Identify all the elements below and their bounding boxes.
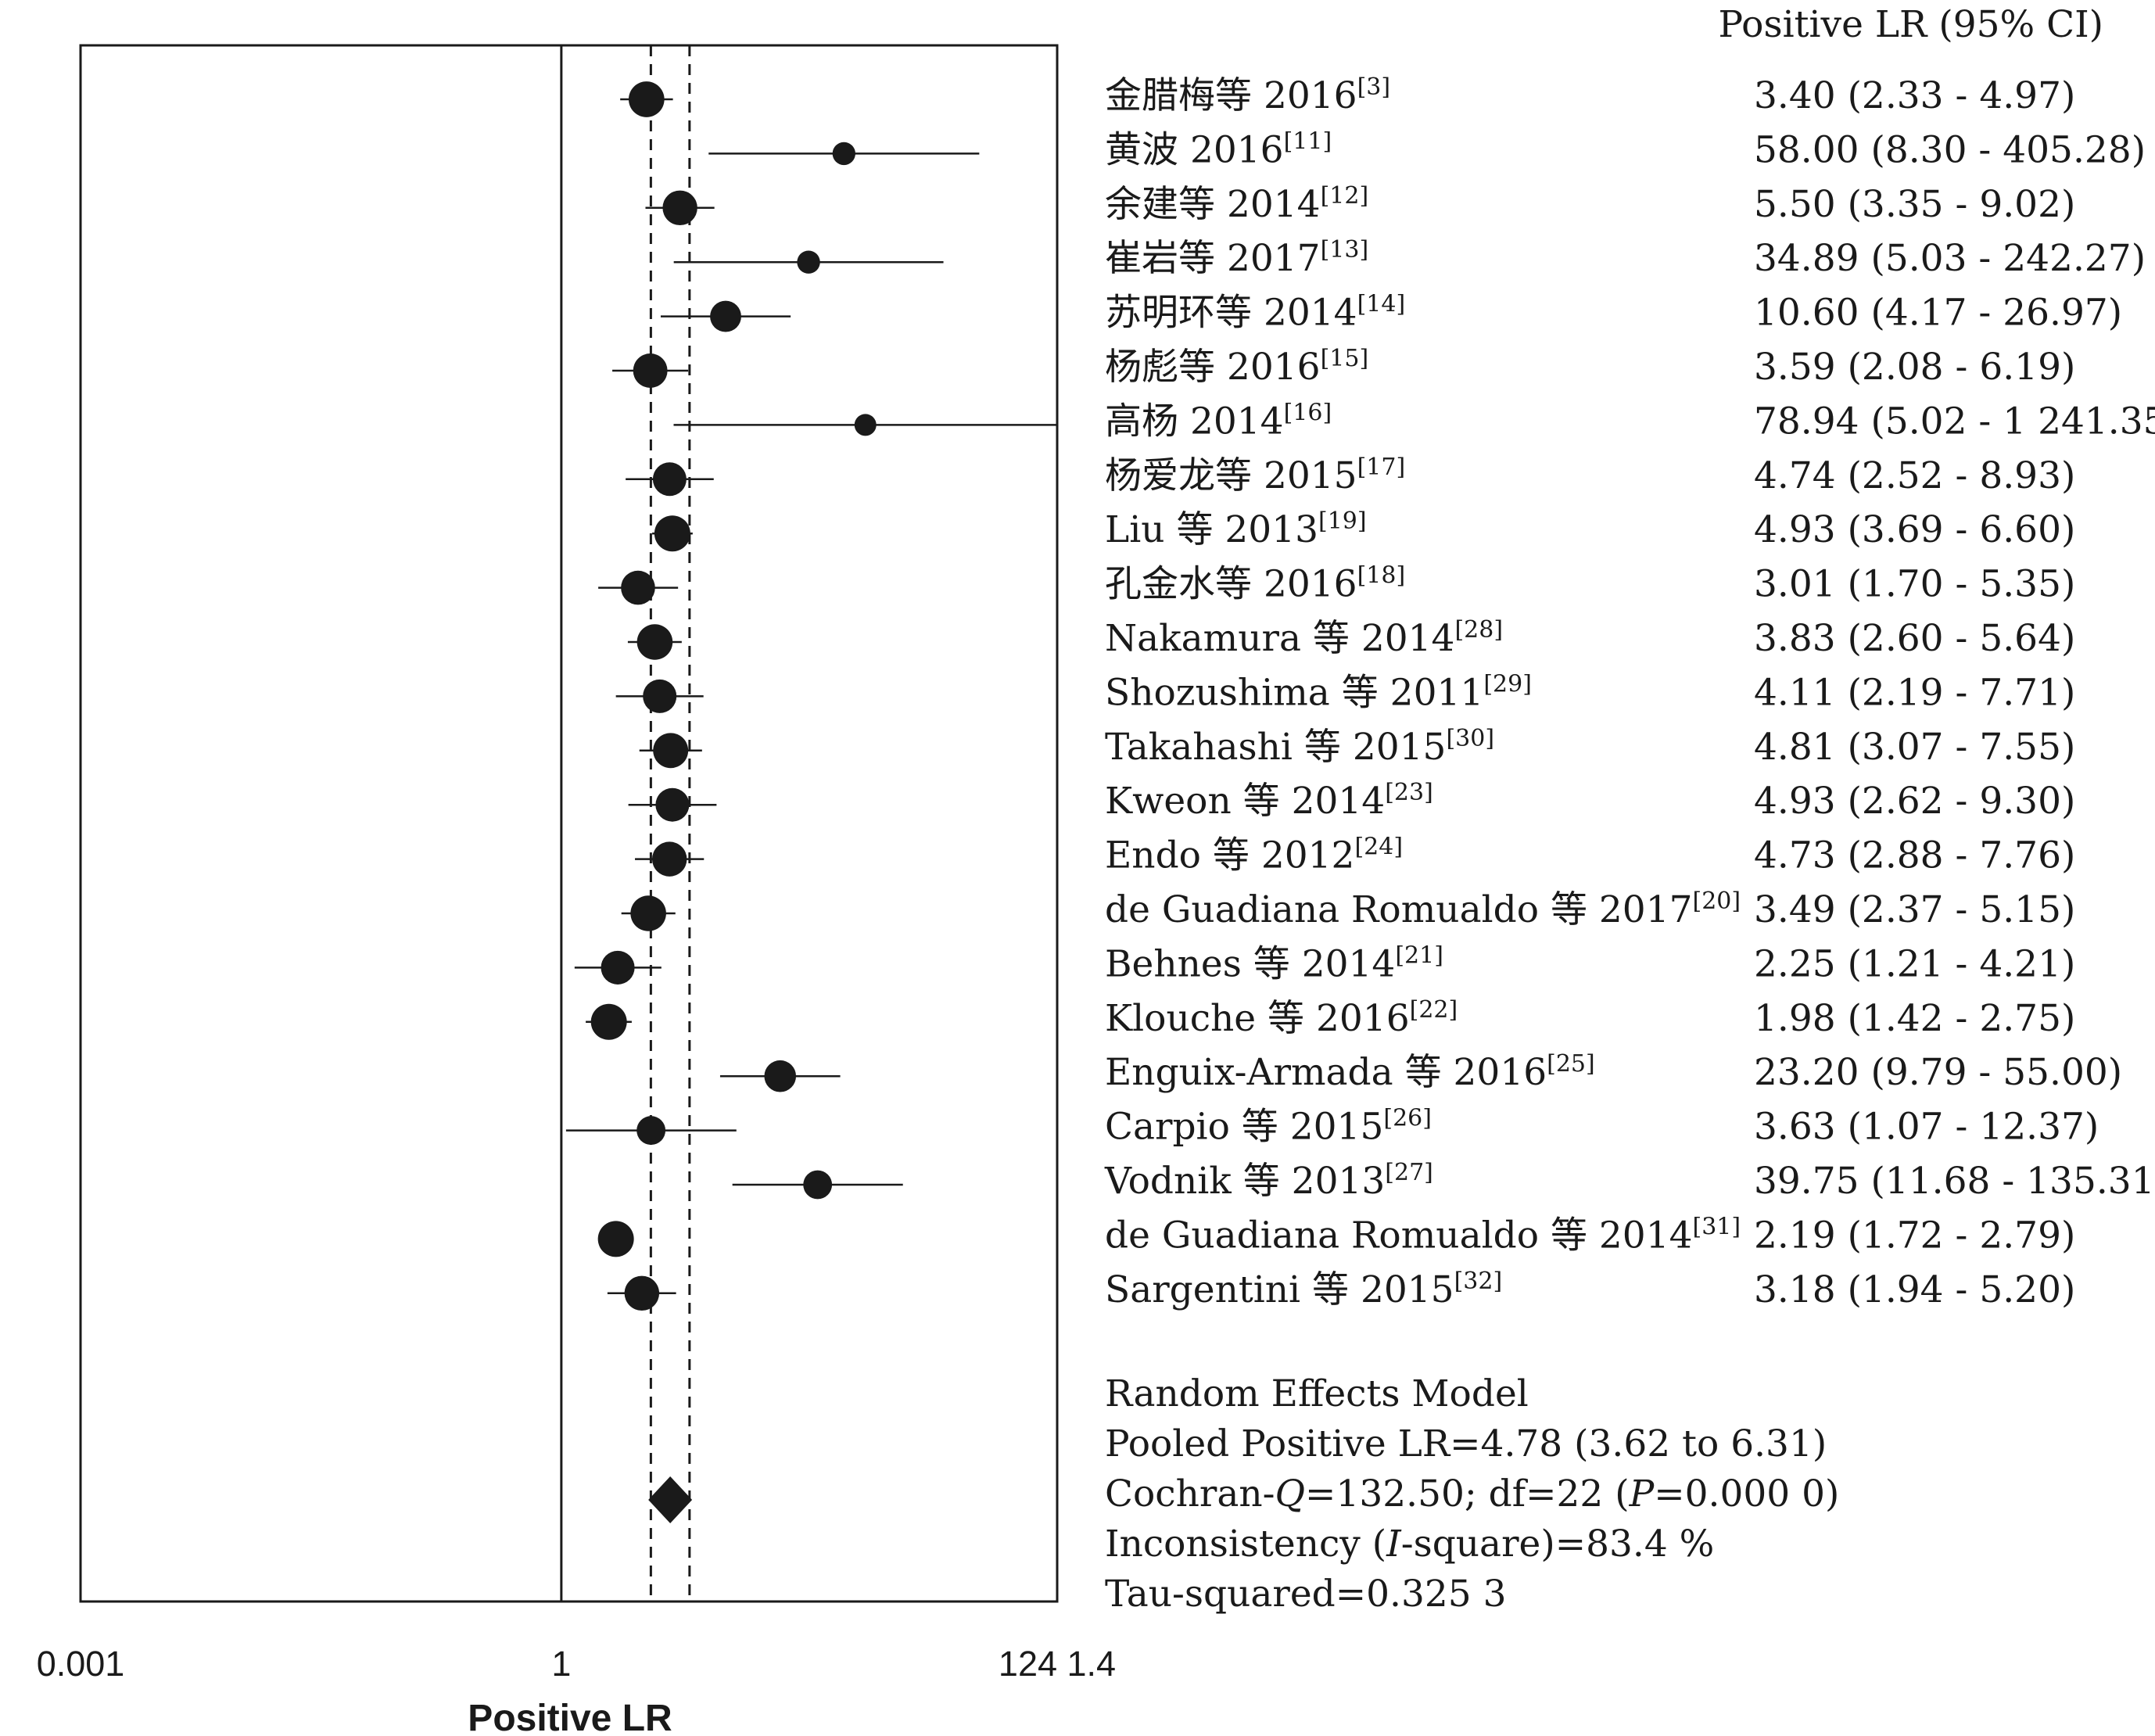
- study-ci-text: 2.25 (1.21 - 4.21): [1754, 942, 2075, 985]
- study-ci-text: 23.20 (9.79 - 55.00): [1754, 1051, 2122, 1094]
- study-label: Nakamura 等 2014[28]: [1105, 616, 1503, 660]
- study-point: [636, 624, 673, 660]
- study-ci-text: 3.63 (1.07 - 12.37): [1754, 1106, 2099, 1149]
- study-ci-text: 5.50 (3.35 - 9.02): [1754, 183, 2075, 226]
- x-axis-label: Positive LR: [468, 1698, 672, 1736]
- study-label: 黄波 2016[11]: [1105, 127, 1332, 171]
- study-ci-text: 58.00 (8.30 - 405.28): [1754, 128, 2146, 171]
- study-point: [597, 1221, 634, 1257]
- x-tick-one: 1: [551, 1644, 571, 1684]
- study-label: 苏明环等 2014[14]: [1105, 291, 1405, 335]
- study-label: Endo 等 2012[24]: [1105, 834, 1403, 877]
- study-label: Carpio 等 2015[26]: [1105, 1105, 1432, 1149]
- study-point: [803, 1170, 833, 1200]
- study-ci-text: 39.75 (11.68 - 135.31): [1754, 1160, 2155, 1203]
- study-label: Takahashi 等 2015[30]: [1105, 725, 1494, 769]
- study-point: [797, 250, 820, 274]
- stats-cochran: Cochran-Q=132.50; df=22 (P=0.000 0): [1105, 1472, 1839, 1515]
- study-point: [601, 950, 635, 985]
- stats-pooled: Pooled Positive LR=4.78 (3.62 to 6.31): [1105, 1422, 1827, 1465]
- study-ci-text: 3.59 (2.08 - 6.19): [1754, 346, 2075, 389]
- stats-inconsistency: Inconsistency (I-square)=83.4 %: [1105, 1523, 1714, 1566]
- study-point: [633, 353, 668, 388]
- study-point: [710, 300, 741, 332]
- study-ci-text: 4.93 (3.69 - 6.60): [1754, 508, 2075, 551]
- pooled-diamond: [648, 1476, 693, 1523]
- study-point: [654, 515, 690, 552]
- study-ci-text: 4.74 (2.52 - 8.93): [1754, 454, 2075, 497]
- study-ci-text: 4.73 (2.88 - 7.76): [1754, 834, 2075, 877]
- study-ci-text: 4.93 (2.62 - 9.30): [1754, 780, 2075, 823]
- study-point: [655, 787, 690, 822]
- study-ci-text: 1.98 (1.42 - 2.75): [1754, 997, 2075, 1040]
- study-label: 金腊梅等 2016[3]: [1105, 74, 1390, 117]
- study-ci-text: 34.89 (5.03 - 242.27): [1754, 237, 2146, 280]
- study-marks: [565, 81, 1057, 1311]
- x-tick-max: 124 1.4: [999, 1644, 1116, 1684]
- study-label: de Guadiana Romualdo 等 2014[31]: [1105, 1213, 1741, 1257]
- study-label: Vodnik 等 2013[27]: [1104, 1159, 1433, 1203]
- study-ci-text: 3.49 (2.37 - 5.15): [1754, 888, 2075, 931]
- study-point: [628, 81, 665, 117]
- plot-frame: [79, 44, 1059, 1603]
- study-label: 杨彪等 2016[15]: [1105, 345, 1368, 389]
- study-label: Sargentini 等 2015[32]: [1105, 1268, 1502, 1311]
- study-point: [621, 570, 655, 605]
- study-label: Shozushima 等 2011[29]: [1105, 670, 1532, 714]
- study-point: [662, 190, 697, 226]
- stats-tau: Tau-squared=0.325 3: [1105, 1573, 1507, 1616]
- study-label: 孔金水等 2016[18]: [1105, 562, 1405, 606]
- study-ci-text: 10.60 (4.17 - 26.97): [1754, 292, 2122, 335]
- study-ci-text: 2.19 (1.72 - 2.79): [1754, 1214, 2075, 1257]
- ci-column-header: Positive LR (95% CI): [1718, 3, 2103, 46]
- study-label: 余建等 2014[12]: [1105, 182, 1368, 226]
- study-labels: 金腊梅等 2016[3] 3.40 (2.33 - 4.97) 黄波 2016[11…: [1104, 74, 2155, 1311]
- study-ci-text: 3.83 (2.60 - 5.64): [1754, 617, 2075, 660]
- study-ci-text: 3.40 (2.33 - 4.97): [1754, 74, 2075, 117]
- study-label: Klouche 等 2016[22]: [1105, 996, 1458, 1040]
- study-point: [643, 679, 677, 713]
- study-point: [653, 733, 689, 769]
- study-point: [590, 1003, 627, 1040]
- study-ci-text: 3.01 (1.70 - 5.35): [1754, 563, 2075, 606]
- study-ci-text: 4.11 (2.19 - 7.71): [1754, 671, 2075, 714]
- study-label: Behnes 等 2014[21]: [1105, 942, 1443, 985]
- study-point: [764, 1060, 797, 1092]
- study-ci-text: 3.18 (1.94 - 5.20): [1754, 1268, 2075, 1311]
- study-ci-text: 78.94 (5.02 - 1 241.35): [1754, 400, 2155, 443]
- stats-block: Random Effects Model Pooled Positive LR=…: [1105, 1372, 1839, 1616]
- study-point: [832, 142, 855, 166]
- study-label: Enguix-Armada 等 2016[25]: [1105, 1050, 1595, 1094]
- study-point: [854, 414, 877, 436]
- study-label: 杨爱龙等 2015[17]: [1105, 454, 1405, 497]
- x-tick-min: 0.001: [37, 1644, 125, 1684]
- stats-model: Random Effects Model: [1105, 1372, 1529, 1415]
- study-point: [636, 1116, 666, 1146]
- study-ci-text: 4.81 (3.07 - 7.55): [1754, 726, 2075, 769]
- study-label: 崔岩等 2017[13]: [1105, 236, 1368, 280]
- study-point: [624, 1275, 660, 1311]
- study-point: [652, 462, 687, 497]
- study-point: [630, 895, 666, 931]
- study-label: 高杨 2014[16]: [1105, 399, 1332, 443]
- study-label: Kweon 等 2014[23]: [1105, 779, 1433, 823]
- study-label: de Guadiana Romualdo 等 2017[20]: [1105, 888, 1741, 931]
- study-point: [651, 841, 687, 877]
- study-label: Liu 等 2013[19]: [1105, 508, 1367, 551]
